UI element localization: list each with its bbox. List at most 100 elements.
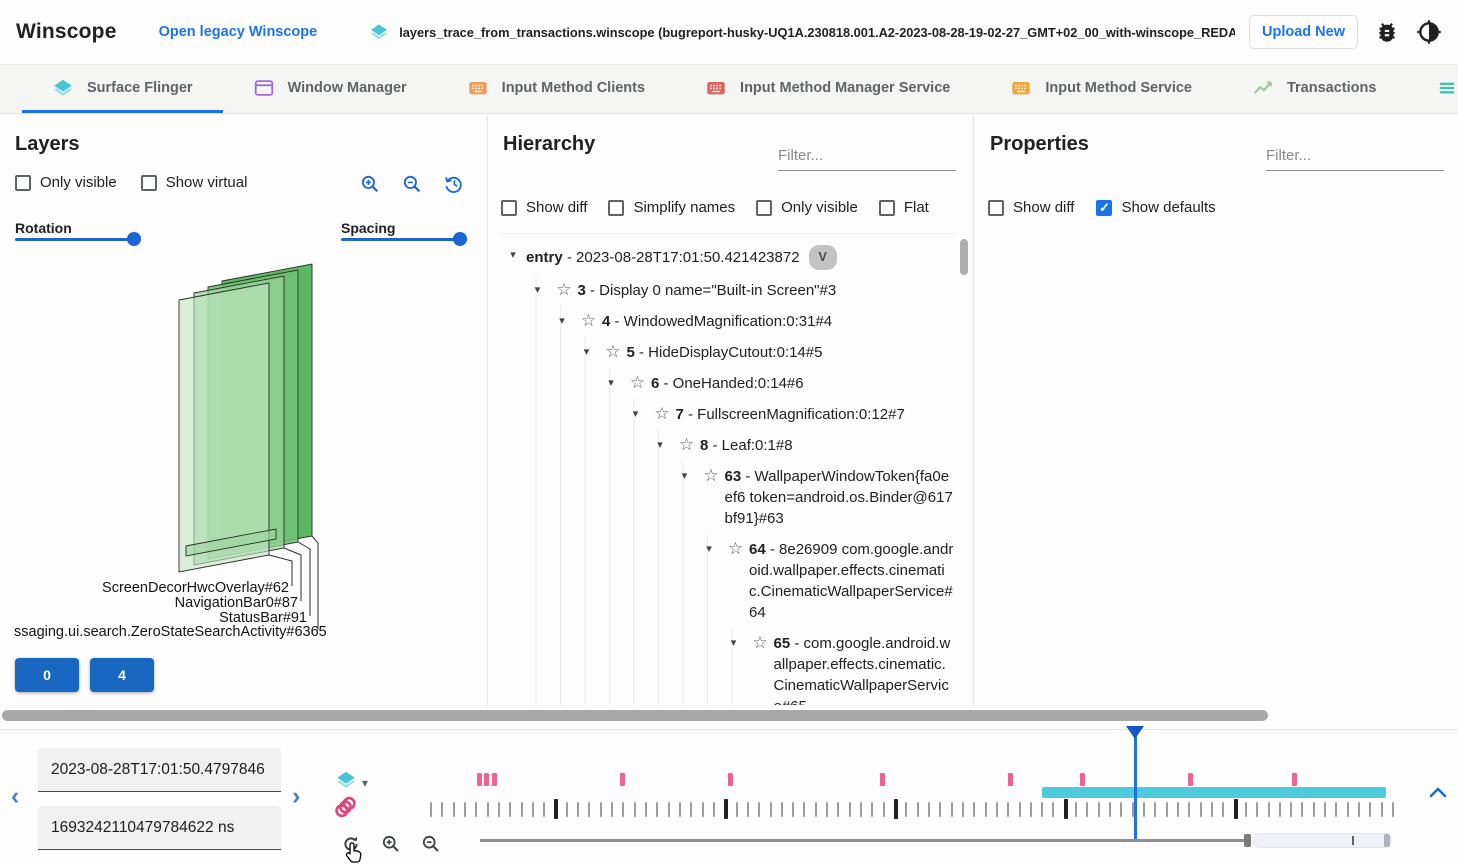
timeline-tick[interactable] bbox=[667, 802, 670, 817]
timeline-tick[interactable] bbox=[1244, 802, 1247, 817]
transition-marker[interactable] bbox=[728, 773, 733, 786]
checkbox-only-visible[interactable]: Only visible bbox=[15, 174, 117, 191]
checkbox-box[interactable] bbox=[756, 199, 773, 216]
spacing-slider-thumb[interactable] bbox=[453, 232, 467, 246]
timeline-tick[interactable] bbox=[599, 802, 602, 817]
zoom-in-icon[interactable] bbox=[360, 174, 380, 194]
timeline-tick[interactable] bbox=[1222, 802, 1225, 817]
timeline-tick[interactable] bbox=[746, 802, 749, 817]
timeline-tick[interactable] bbox=[1358, 802, 1361, 817]
pin-star-icon[interactable]: ☆ bbox=[727, 539, 744, 558]
tab-input-method-clients[interactable]: Input Method Clients bbox=[437, 65, 675, 113]
layer-id-button-4[interactable]: 4 bbox=[90, 658, 154, 692]
timeline-canvas[interactable] bbox=[0, 726, 1458, 861]
tree-node-7[interactable]: ▾ ☆ 7 - FullscreenMagnification:0:12#7 bbox=[500, 399, 956, 430]
timeline-tick[interactable] bbox=[520, 802, 523, 817]
spacing-slider[interactable] bbox=[341, 232, 467, 246]
tree-node-entry[interactable]: ▾ entry - 2023-08-28T17:01:50.421423872 V bbox=[500, 240, 956, 275]
timeline-tick[interactable] bbox=[441, 802, 444, 817]
pin-star-icon[interactable]: ☆ bbox=[556, 280, 572, 299]
timeline-tick[interactable] bbox=[463, 802, 466, 817]
timeline-zoom-out-icon[interactable] bbox=[421, 834, 441, 854]
expand-arrow-icon[interactable]: ▾ bbox=[657, 439, 663, 451]
checkbox-show-diff[interactable]: Show diff bbox=[988, 199, 1074, 216]
checkbox-box[interactable] bbox=[608, 199, 625, 216]
timeline-tick[interactable] bbox=[769, 802, 772, 817]
timeline-tick[interactable] bbox=[939, 802, 942, 817]
upload-new-button[interactable]: Upload New bbox=[1249, 15, 1358, 49]
timeline-tick[interactable] bbox=[1041, 802, 1044, 817]
timeline-tick[interactable] bbox=[927, 802, 930, 817]
checkbox-box[interactable] bbox=[140, 174, 157, 191]
timeline-tick[interactable] bbox=[1267, 802, 1270, 817]
next-entry-button[interactable]: › bbox=[292, 782, 301, 810]
playhead-handle[interactable] bbox=[1126, 726, 1144, 739]
timeline-tick[interactable] bbox=[837, 802, 840, 817]
timeline-tick[interactable] bbox=[430, 802, 432, 817]
pin-star-icon[interactable]: ☆ bbox=[605, 342, 621, 361]
tree-node-63[interactable]: ▾ ☆ 63 - WallpaperWindowToken{fa0eef6 toke… bbox=[500, 461, 956, 534]
timeline-tick[interactable] bbox=[1154, 802, 1157, 817]
timeline-tick[interactable] bbox=[656, 802, 659, 817]
timeline-tick[interactable] bbox=[1120, 802, 1123, 817]
spacing-slider-track[interactable] bbox=[341, 238, 467, 241]
checkbox-show-defaults[interactable]: ✓ Show defaults bbox=[1096, 199, 1216, 216]
tree-node-64[interactable]: ▾ ☆ 64 - 8e26909 com.google.android.wallpa… bbox=[500, 534, 956, 628]
timeline-tick[interactable] bbox=[871, 802, 874, 817]
tab-surface-flinger[interactable]: Surface Flinger bbox=[22, 65, 223, 113]
timeline-tick[interactable] bbox=[1256, 802, 1259, 817]
prev-entry-button[interactable]: ‹ bbox=[11, 782, 20, 810]
transitions-trace-icon[interactable] bbox=[333, 795, 358, 820]
hierarchy-filter-input[interactable] bbox=[778, 145, 956, 171]
timeline-tick[interactable] bbox=[1086, 802, 1089, 817]
timeline-tick[interactable] bbox=[712, 802, 715, 817]
pin-star-icon[interactable]: ☆ bbox=[678, 435, 695, 454]
timeline-zoom-in-icon[interactable] bbox=[381, 834, 401, 854]
timeline-tick[interactable] bbox=[1097, 802, 1100, 817]
timeline-tick[interactable] bbox=[894, 799, 899, 819]
surface-flinger-trace-icon[interactable] bbox=[335, 769, 357, 791]
timeline-tick[interactable] bbox=[1063, 799, 1068, 819]
expand-arrow-icon[interactable]: ▾ bbox=[583, 346, 590, 358]
expand-arrow-icon[interactable]: ▾ bbox=[559, 315, 565, 327]
timeline-tick[interactable] bbox=[452, 802, 455, 817]
timeline-tick[interactable] bbox=[916, 802, 919, 817]
selected-range-bar[interactable] bbox=[1042, 787, 1386, 798]
timeline-tick[interactable] bbox=[1210, 802, 1213, 817]
playhead[interactable] bbox=[1134, 737, 1137, 840]
tree-node-3[interactable]: ▾ ☆ 3 - Display 0 name="Built-in Screen"#3 bbox=[500, 275, 956, 306]
rotation-slider-thumb[interactable] bbox=[127, 232, 141, 246]
timeline-tick[interactable] bbox=[860, 802, 863, 817]
timeline-tick[interactable] bbox=[961, 802, 964, 817]
timeline-tick[interactable] bbox=[1233, 799, 1238, 819]
rotation-slider-track[interactable] bbox=[15, 238, 141, 241]
timeline-tick[interactable] bbox=[678, 802, 681, 817]
timeline-tick[interactable] bbox=[973, 802, 976, 817]
checkbox-box[interactable] bbox=[988, 199, 1004, 216]
transition-marker[interactable] bbox=[492, 773, 497, 786]
timeline-tick[interactable] bbox=[882, 802, 885, 817]
timeline-tick[interactable] bbox=[577, 802, 580, 817]
timeline-tick[interactable] bbox=[1312, 802, 1315, 817]
timeline-tick[interactable] bbox=[1188, 802, 1191, 817]
timeline-refresh-icon[interactable] bbox=[341, 834, 361, 854]
checkbox-show-virtual[interactable]: Show virtual bbox=[140, 174, 247, 191]
tab-input-method-service[interactable]: Input Method Service bbox=[980, 65, 1222, 113]
checkbox-box[interactable] bbox=[15, 174, 31, 191]
transition-marker[interactable] bbox=[477, 773, 482, 786]
checkbox-only-visible[interactable]: Only visible bbox=[756, 199, 858, 216]
timeline-tick[interactable] bbox=[995, 802, 998, 817]
timeline-tick[interactable] bbox=[792, 802, 795, 817]
layer-id-button-0[interactable]: 0 bbox=[15, 658, 79, 692]
hierarchy-scrollbar[interactable] bbox=[960, 239, 968, 275]
tab-window-manager[interactable]: Window Manager bbox=[223, 65, 437, 113]
expand-arrow-icon[interactable]: ▾ bbox=[510, 249, 516, 261]
layers-3d-view[interactable]: ScreenDecorHwcOverlay#62 NavigationBar0#… bbox=[0, 250, 486, 662]
expand-arrow-icon[interactable]: ▾ bbox=[730, 637, 737, 649]
timeline-tick[interactable] bbox=[1018, 802, 1021, 817]
timeline-tick[interactable] bbox=[1335, 802, 1338, 817]
expand-arrow-icon[interactable]: ▾ bbox=[681, 470, 688, 482]
zoom-slider-range[interactable] bbox=[1252, 833, 1392, 848]
checkbox-box[interactable] bbox=[878, 199, 895, 216]
timeline-tick[interactable] bbox=[622, 802, 625, 817]
